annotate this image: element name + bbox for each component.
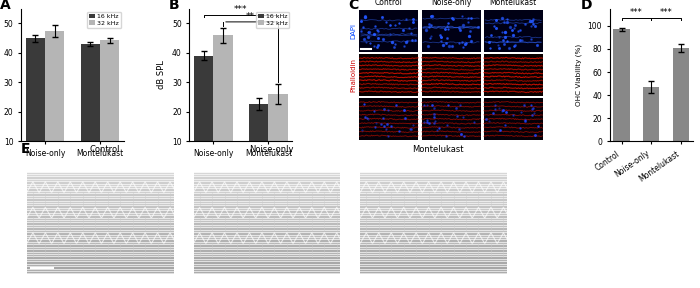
Text: ***: *** (630, 8, 643, 17)
FancyBboxPatch shape (359, 98, 419, 140)
Text: E: E (21, 142, 31, 156)
Text: Montelukast: Montelukast (489, 0, 537, 7)
Bar (45, 31, 64, 170)
Text: Control: Control (375, 0, 402, 7)
Text: ***: *** (660, 8, 673, 17)
FancyBboxPatch shape (484, 98, 542, 140)
FancyBboxPatch shape (359, 10, 419, 52)
FancyBboxPatch shape (421, 54, 480, 96)
Bar (269, 94, 288, 170)
Bar (249, 104, 269, 170)
Bar (26, 38, 45, 170)
Text: A: A (1, 0, 11, 12)
Y-axis label: OHC Viability (%): OHC Viability (%) (575, 44, 582, 106)
Text: Noise-only: Noise-only (430, 0, 471, 7)
Bar (613, 29, 630, 141)
Bar (673, 48, 690, 141)
Legend: 16 kHz, 32 kHz: 16 kHz, 32 kHz (256, 12, 289, 28)
Text: B: B (169, 0, 179, 12)
Text: D: D (580, 0, 592, 12)
Text: DAPI: DAPI (351, 23, 356, 39)
Text: **: ** (246, 12, 255, 21)
Text: Phalloidin: Phalloidin (351, 58, 356, 92)
Bar (214, 35, 232, 170)
FancyBboxPatch shape (421, 10, 480, 52)
Text: C: C (349, 0, 359, 12)
FancyBboxPatch shape (359, 54, 419, 96)
Text: Noise-only: Noise-only (248, 145, 293, 154)
Text: ***: *** (234, 5, 248, 14)
FancyBboxPatch shape (484, 54, 542, 96)
Y-axis label: dB SPL: dB SPL (158, 60, 167, 89)
Bar (80, 44, 100, 170)
Bar (194, 56, 214, 170)
FancyBboxPatch shape (421, 98, 480, 140)
Bar (100, 40, 119, 170)
FancyBboxPatch shape (484, 10, 542, 52)
Text: Montelukast: Montelukast (412, 145, 463, 154)
Text: Control: Control (89, 145, 120, 154)
Bar (643, 87, 659, 141)
Legend: 16 kHz, 32 kHz: 16 kHz, 32 kHz (88, 12, 121, 28)
